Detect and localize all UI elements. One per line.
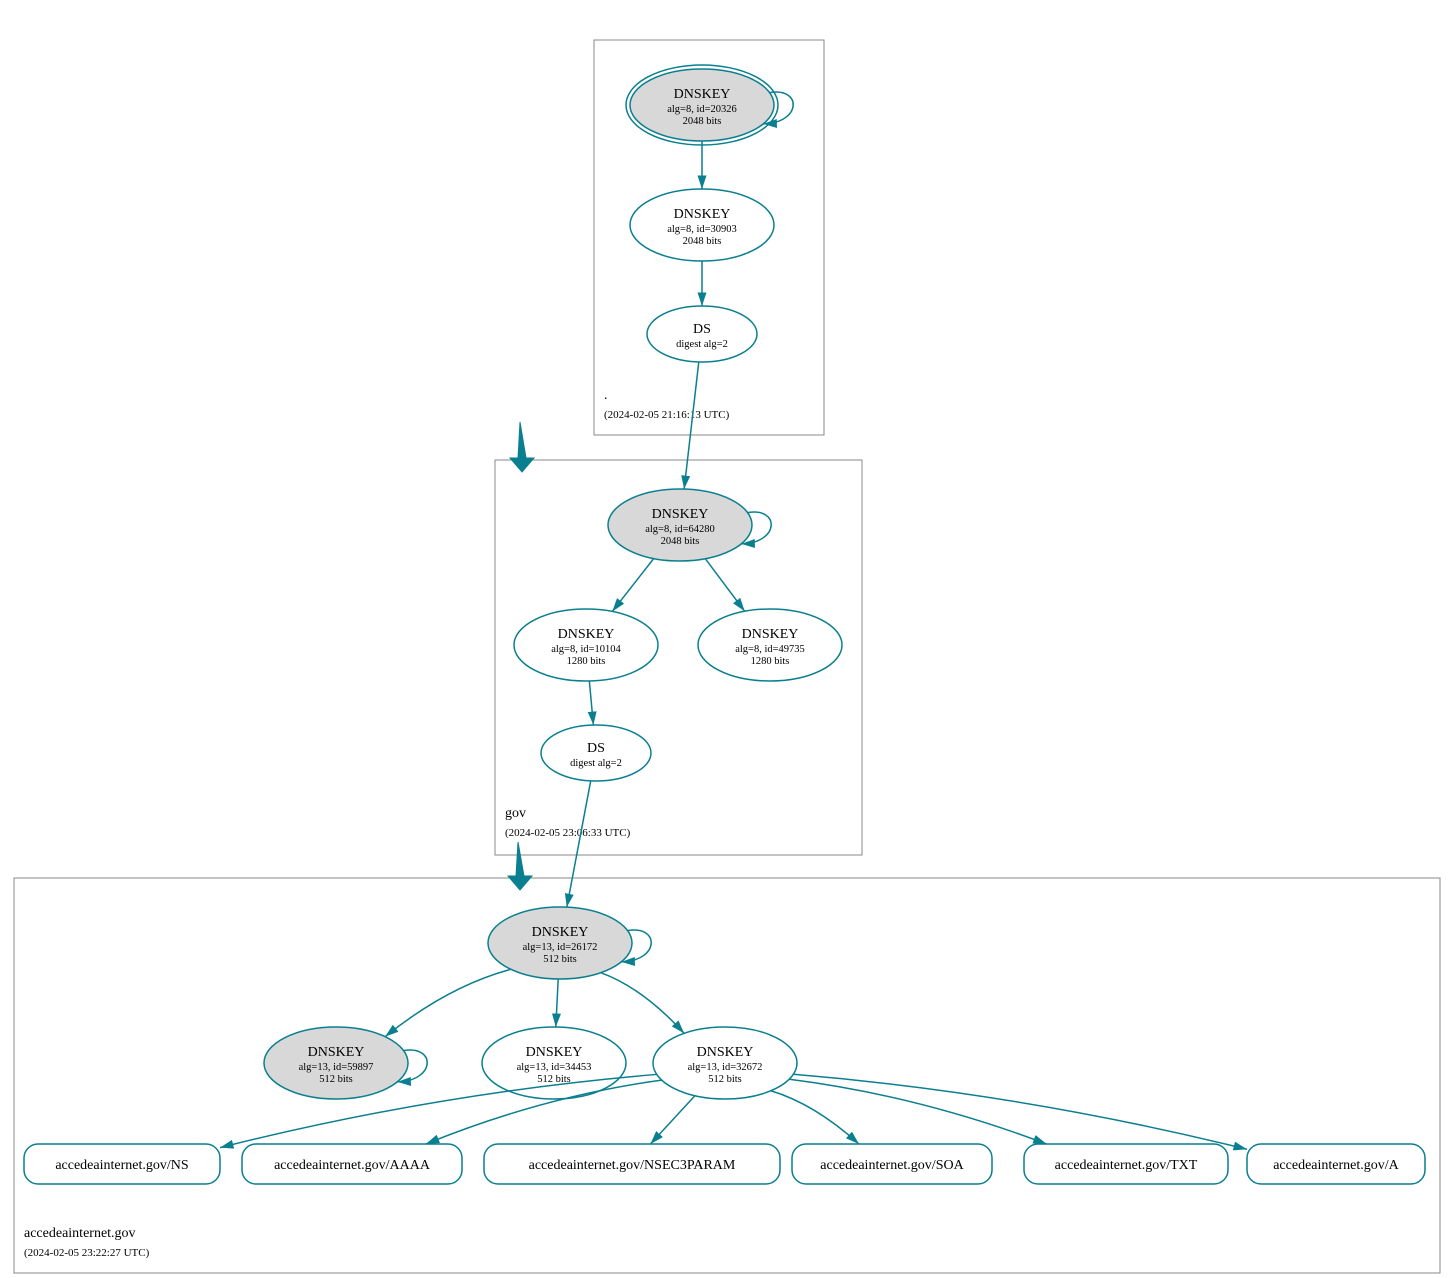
node-gov_zsk2: DNSKEY alg=8, id=497351280 bits — [698, 609, 842, 681]
node-line2: alg=13, id=59897 — [299, 1062, 374, 1073]
record-rec_a: accedeainternet.gov/A — [1247, 1144, 1425, 1184]
zone-timestamp: (2024-02-05 23:06:33 UTC) — [505, 827, 631, 839]
node-line2: alg=13, id=32672 — [688, 1062, 763, 1073]
node-line3: 512 bits — [543, 954, 577, 965]
record-rec_ns: accedeainternet.gov/NS — [24, 1144, 220, 1184]
node-title: DNSKEY — [526, 1045, 583, 1060]
node-line3: 1280 bits — [567, 656, 606, 667]
edge-sub_key4-rec_a — [793, 1074, 1247, 1149]
record-rec_aaaa: accedeainternet.gov/AAAA — [242, 1144, 462, 1184]
edge-gov_zsk1-gov_ds — [589, 681, 593, 725]
node-title: DS — [587, 741, 605, 756]
edge-root_ds-gov_ksk — [684, 362, 699, 489]
node-title: DNSKEY — [674, 87, 731, 102]
node-title: DNSKEY — [558, 627, 615, 642]
node-line2: alg=13, id=34453 — [517, 1062, 592, 1073]
node-line2: digest alg=2 — [676, 339, 728, 350]
edge-sub_ksk-sub_key4 — [601, 973, 684, 1034]
edge-gov_ds-sub_ksk — [508, 842, 532, 890]
record-rec_n3p: accedeainternet.gov/NSEC3PARAM — [484, 1144, 780, 1184]
node-line3: 512 bits — [319, 1074, 353, 1085]
dnssec-diagram: . (2024-02-05 21:16:13 UTC) gov (2024-02-05… — [0, 0, 1453, 1278]
zone-label: accedeainternet.gov — [24, 1226, 136, 1241]
node-line2: alg=8, id=10104 — [551, 644, 621, 655]
node-line3: 512 bits — [708, 1074, 742, 1085]
record-label: accedeainternet.gov/TXT — [1055, 1158, 1198, 1173]
edge-sub_key4-rec_txt — [789, 1079, 1046, 1144]
node-line3: 2048 bits — [683, 116, 722, 127]
node-gov_ksk: DNSKEY alg=8, id=642802048 bits — [608, 489, 752, 561]
node-line3: 1280 bits — [751, 656, 790, 667]
node-title: DNSKEY — [652, 507, 709, 522]
edge-sub_ksk-sub_key3 — [556, 979, 558, 1027]
node-title: DNSKEY — [742, 627, 799, 642]
node-title: DNSKEY — [532, 925, 589, 940]
record-label: accedeainternet.gov/NS — [55, 1158, 188, 1173]
record-label: accedeainternet.gov/SOA — [820, 1158, 964, 1173]
edge-sub_key4-rec_soa — [771, 1091, 859, 1144]
node-title: DS — [693, 322, 711, 337]
node-gov_ds: DS digest alg=2 — [541, 725, 651, 781]
node-title: DNSKEY — [308, 1045, 365, 1060]
node-sub_key3: DNSKEYalg=13, id=34453512 bits — [482, 1027, 626, 1099]
record-label: accedeainternet.gov/AAAA — [274, 1158, 431, 1173]
node-line3: 2048 bits — [683, 236, 722, 247]
zone-label: . — [604, 388, 608, 403]
edge-sub_key4-rec_n3p — [650, 1096, 694, 1144]
zone-timestamp: (2024-02-05 21:16:13 UTC) — [604, 409, 730, 421]
node-title: DNSKEY — [697, 1045, 754, 1060]
node-sub_key2: DNSKEY alg=13, id=59897512 bits — [264, 1027, 408, 1099]
record-label: accedeainternet.gov/A — [1273, 1158, 1399, 1173]
edge-sub_ksk-sub_key2 — [385, 969, 511, 1036]
zone-timestamp: (2024-02-05 23:22:27 UTC) — [24, 1247, 150, 1259]
zone-label: gov — [505, 806, 526, 821]
node-gov_zsk1: DNSKEY alg=8, id=101041280 bits — [514, 609, 658, 681]
node-line2: alg=8, id=64280 — [645, 524, 715, 535]
record-rec_soa: accedeainternet.gov/SOA — [792, 1144, 992, 1184]
node-root_zsk: DNSKEY alg=8, id=309032048 bits — [630, 189, 774, 261]
record-rec_txt: accedeainternet.gov/TXT — [1024, 1144, 1228, 1184]
edge-gov_ksk-gov_zsk2 — [705, 559, 744, 612]
edge-gov_ksk-gov_zsk1 — [612, 559, 653, 612]
node-line2: alg=8, id=30903 — [667, 224, 737, 235]
node-line2: alg=8, id=49735 — [735, 644, 805, 655]
record-label: accedeainternet.gov/NSEC3PARAM — [529, 1158, 736, 1173]
edge-root_ds-gov_ksk — [510, 422, 534, 472]
edge-gov_ds-sub_ksk — [567, 781, 591, 907]
node-sub_ksk: DNSKEY alg=13, id=26172512 bits — [488, 907, 632, 979]
node-line2: digest alg=2 — [570, 758, 622, 769]
node-line2: alg=13, id=26172 — [523, 942, 598, 953]
node-root_ds: DS digest alg=2 — [647, 306, 757, 362]
node-sub_key4: DNSKEY alg=13, id=32672512 bits — [653, 1027, 797, 1099]
node-line3: 2048 bits — [661, 536, 700, 547]
node-line2: alg=8, id=20326 — [667, 104, 737, 115]
node-title: DNSKEY — [674, 207, 731, 222]
node-root_ksk: DNSKEY alg=8, id=203262048 bits — [626, 65, 778, 145]
